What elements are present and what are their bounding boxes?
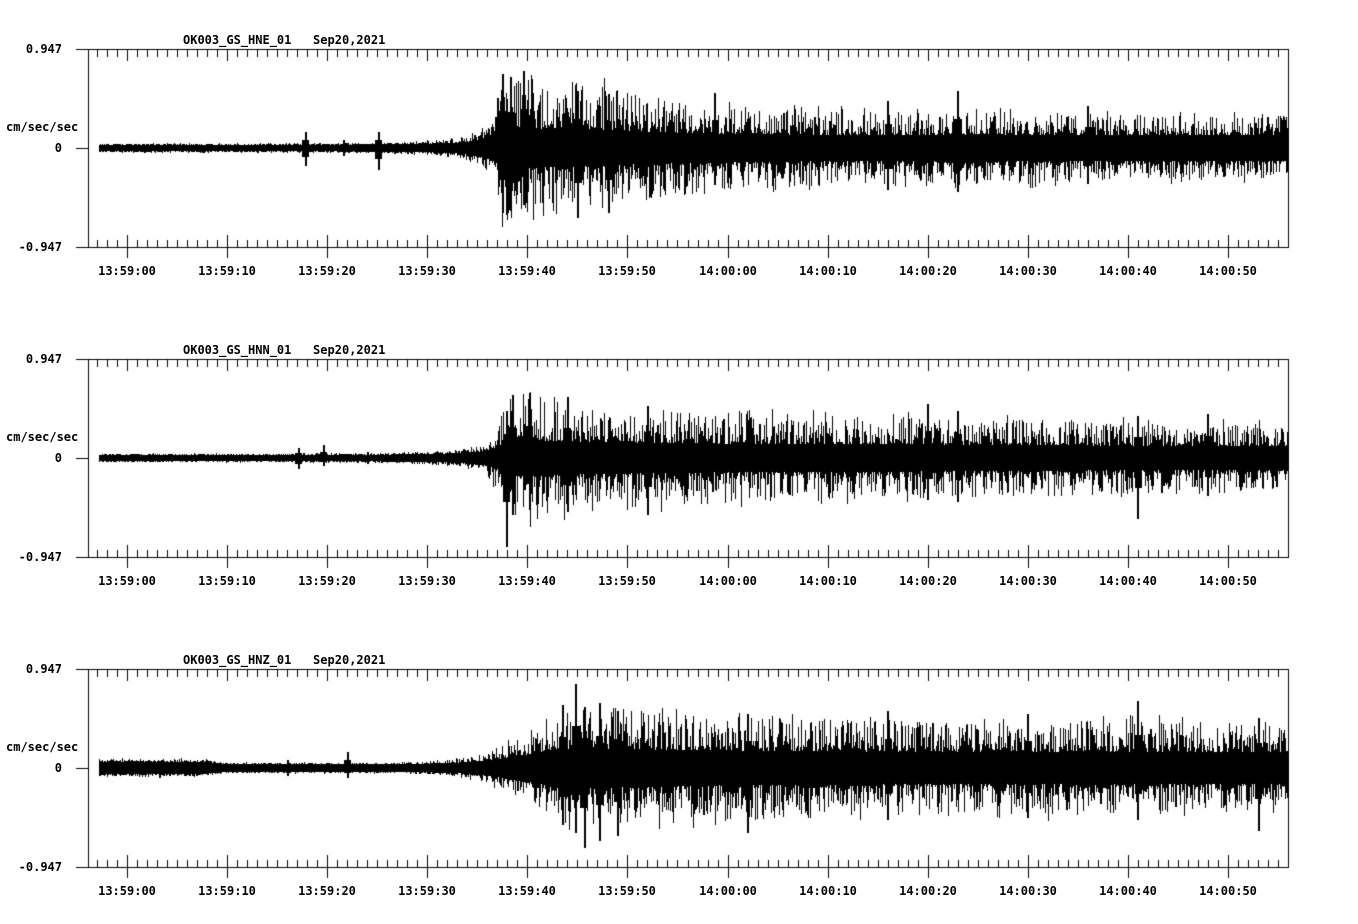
x-tick-label: 14:00:40 — [1099, 264, 1157, 278]
x-tick-label: 14:00:50 — [1199, 574, 1257, 588]
x-tick-label: 14:00:50 — [1199, 264, 1257, 278]
x-tick-label: 14:00:10 — [799, 574, 857, 588]
x-tick-label: 13:59:30 — [398, 574, 456, 588]
y-axis-label-zero: 0 — [54, 451, 62, 465]
x-tick-label: 14:00:20 — [899, 574, 957, 588]
x-tick-label: 13:59:40 — [498, 264, 556, 278]
panel-title: OK003_GS_HNE_01 Sep20,2021 — [183, 33, 386, 47]
x-tick-label: 14:00:30 — [999, 264, 1057, 278]
x-tick-label: 13:59:20 — [298, 264, 356, 278]
x-tick-label: 13:59:10 — [198, 574, 256, 588]
x-tick-label: 14:00:10 — [799, 264, 857, 278]
y-axis-label-top: 0.947 — [25, 42, 62, 56]
y-axis-label-bottom: -0.947 — [18, 860, 62, 874]
x-tick-label: 13:59:20 — [298, 884, 356, 898]
y-axis-unit-label: cm/sec/sec — [6, 430, 79, 444]
x-tick-label: 13:59:00 — [98, 264, 156, 278]
x-tick-label: 13:59:30 — [398, 264, 456, 278]
x-tick-label: 14:00:40 — [1099, 574, 1157, 588]
x-tick-label: 13:59:50 — [598, 884, 656, 898]
y-axis-unit-label: cm/sec/sec — [6, 120, 79, 134]
panel-title: OK003_GS_HNN_01 Sep20,2021 — [183, 343, 386, 357]
x-tick-label: 13:59:10 — [198, 884, 256, 898]
x-tick-label: 13:59:40 — [498, 574, 556, 588]
x-tick-label: 14:00:00 — [699, 264, 757, 278]
x-tick-label: 13:59:50 — [598, 264, 656, 278]
x-tick-label: 13:59:40 — [498, 884, 556, 898]
x-tick-label: 14:00:30 — [999, 884, 1057, 898]
x-tick-label: 13:59:50 — [598, 574, 656, 588]
x-tick-label: 14:00:10 — [799, 884, 857, 898]
panel-title: OK003_GS_HNZ_01 Sep20,2021 — [183, 653, 386, 667]
x-tick-label: 14:00:40 — [1099, 884, 1157, 898]
x-tick-label: 14:00:20 — [899, 264, 957, 278]
y-axis-label-bottom: -0.947 — [18, 550, 62, 564]
x-tick-label: 13:59:10 — [198, 264, 256, 278]
y-axis-label-zero: 0 — [54, 141, 62, 155]
x-tick-label: 13:59:00 — [98, 884, 156, 898]
y-axis-label-top: 0.947 — [25, 352, 62, 366]
x-tick-label: 14:00:50 — [1199, 884, 1257, 898]
x-tick-label: 14:00:20 — [899, 884, 957, 898]
x-tick-label: 14:00:00 — [699, 574, 757, 588]
y-axis-unit-label: cm/sec/sec — [6, 740, 79, 754]
x-tick-label: 13:59:20 — [298, 574, 356, 588]
x-tick-label: 13:59:00 — [98, 574, 156, 588]
y-axis-label-top: 0.947 — [25, 662, 62, 676]
x-tick-label: 14:00:00 — [699, 884, 757, 898]
y-axis-label-zero: 0 — [54, 761, 62, 775]
x-tick-label: 14:00:30 — [999, 574, 1057, 588]
y-axis-label-bottom: -0.947 — [18, 240, 62, 254]
x-tick-label: 13:59:30 — [398, 884, 456, 898]
